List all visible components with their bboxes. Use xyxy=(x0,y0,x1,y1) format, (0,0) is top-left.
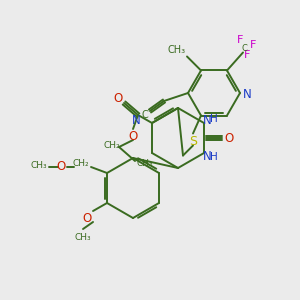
Text: C: C xyxy=(142,110,148,120)
Text: N: N xyxy=(132,115,140,128)
Text: F: F xyxy=(250,40,256,50)
Text: N: N xyxy=(243,88,251,101)
Text: CH₃: CH₃ xyxy=(137,160,153,169)
Text: O: O xyxy=(113,92,123,106)
Text: S: S xyxy=(189,135,197,148)
Text: H: H xyxy=(210,114,218,124)
Text: O: O xyxy=(224,131,234,145)
Text: O: O xyxy=(128,130,138,142)
Text: CH₃: CH₃ xyxy=(168,46,186,56)
Text: F: F xyxy=(244,50,250,61)
Text: H: H xyxy=(210,152,218,162)
Text: N: N xyxy=(202,149,211,163)
Text: O: O xyxy=(56,160,66,172)
Text: C: C xyxy=(241,44,247,53)
Text: CH₂: CH₂ xyxy=(104,140,120,149)
Text: N: N xyxy=(202,113,211,127)
Text: O: O xyxy=(82,212,91,224)
Text: CH₃: CH₃ xyxy=(31,160,47,169)
Text: F: F xyxy=(237,35,243,46)
Text: CH₃: CH₃ xyxy=(75,232,91,242)
Text: CH₂: CH₂ xyxy=(73,158,89,167)
